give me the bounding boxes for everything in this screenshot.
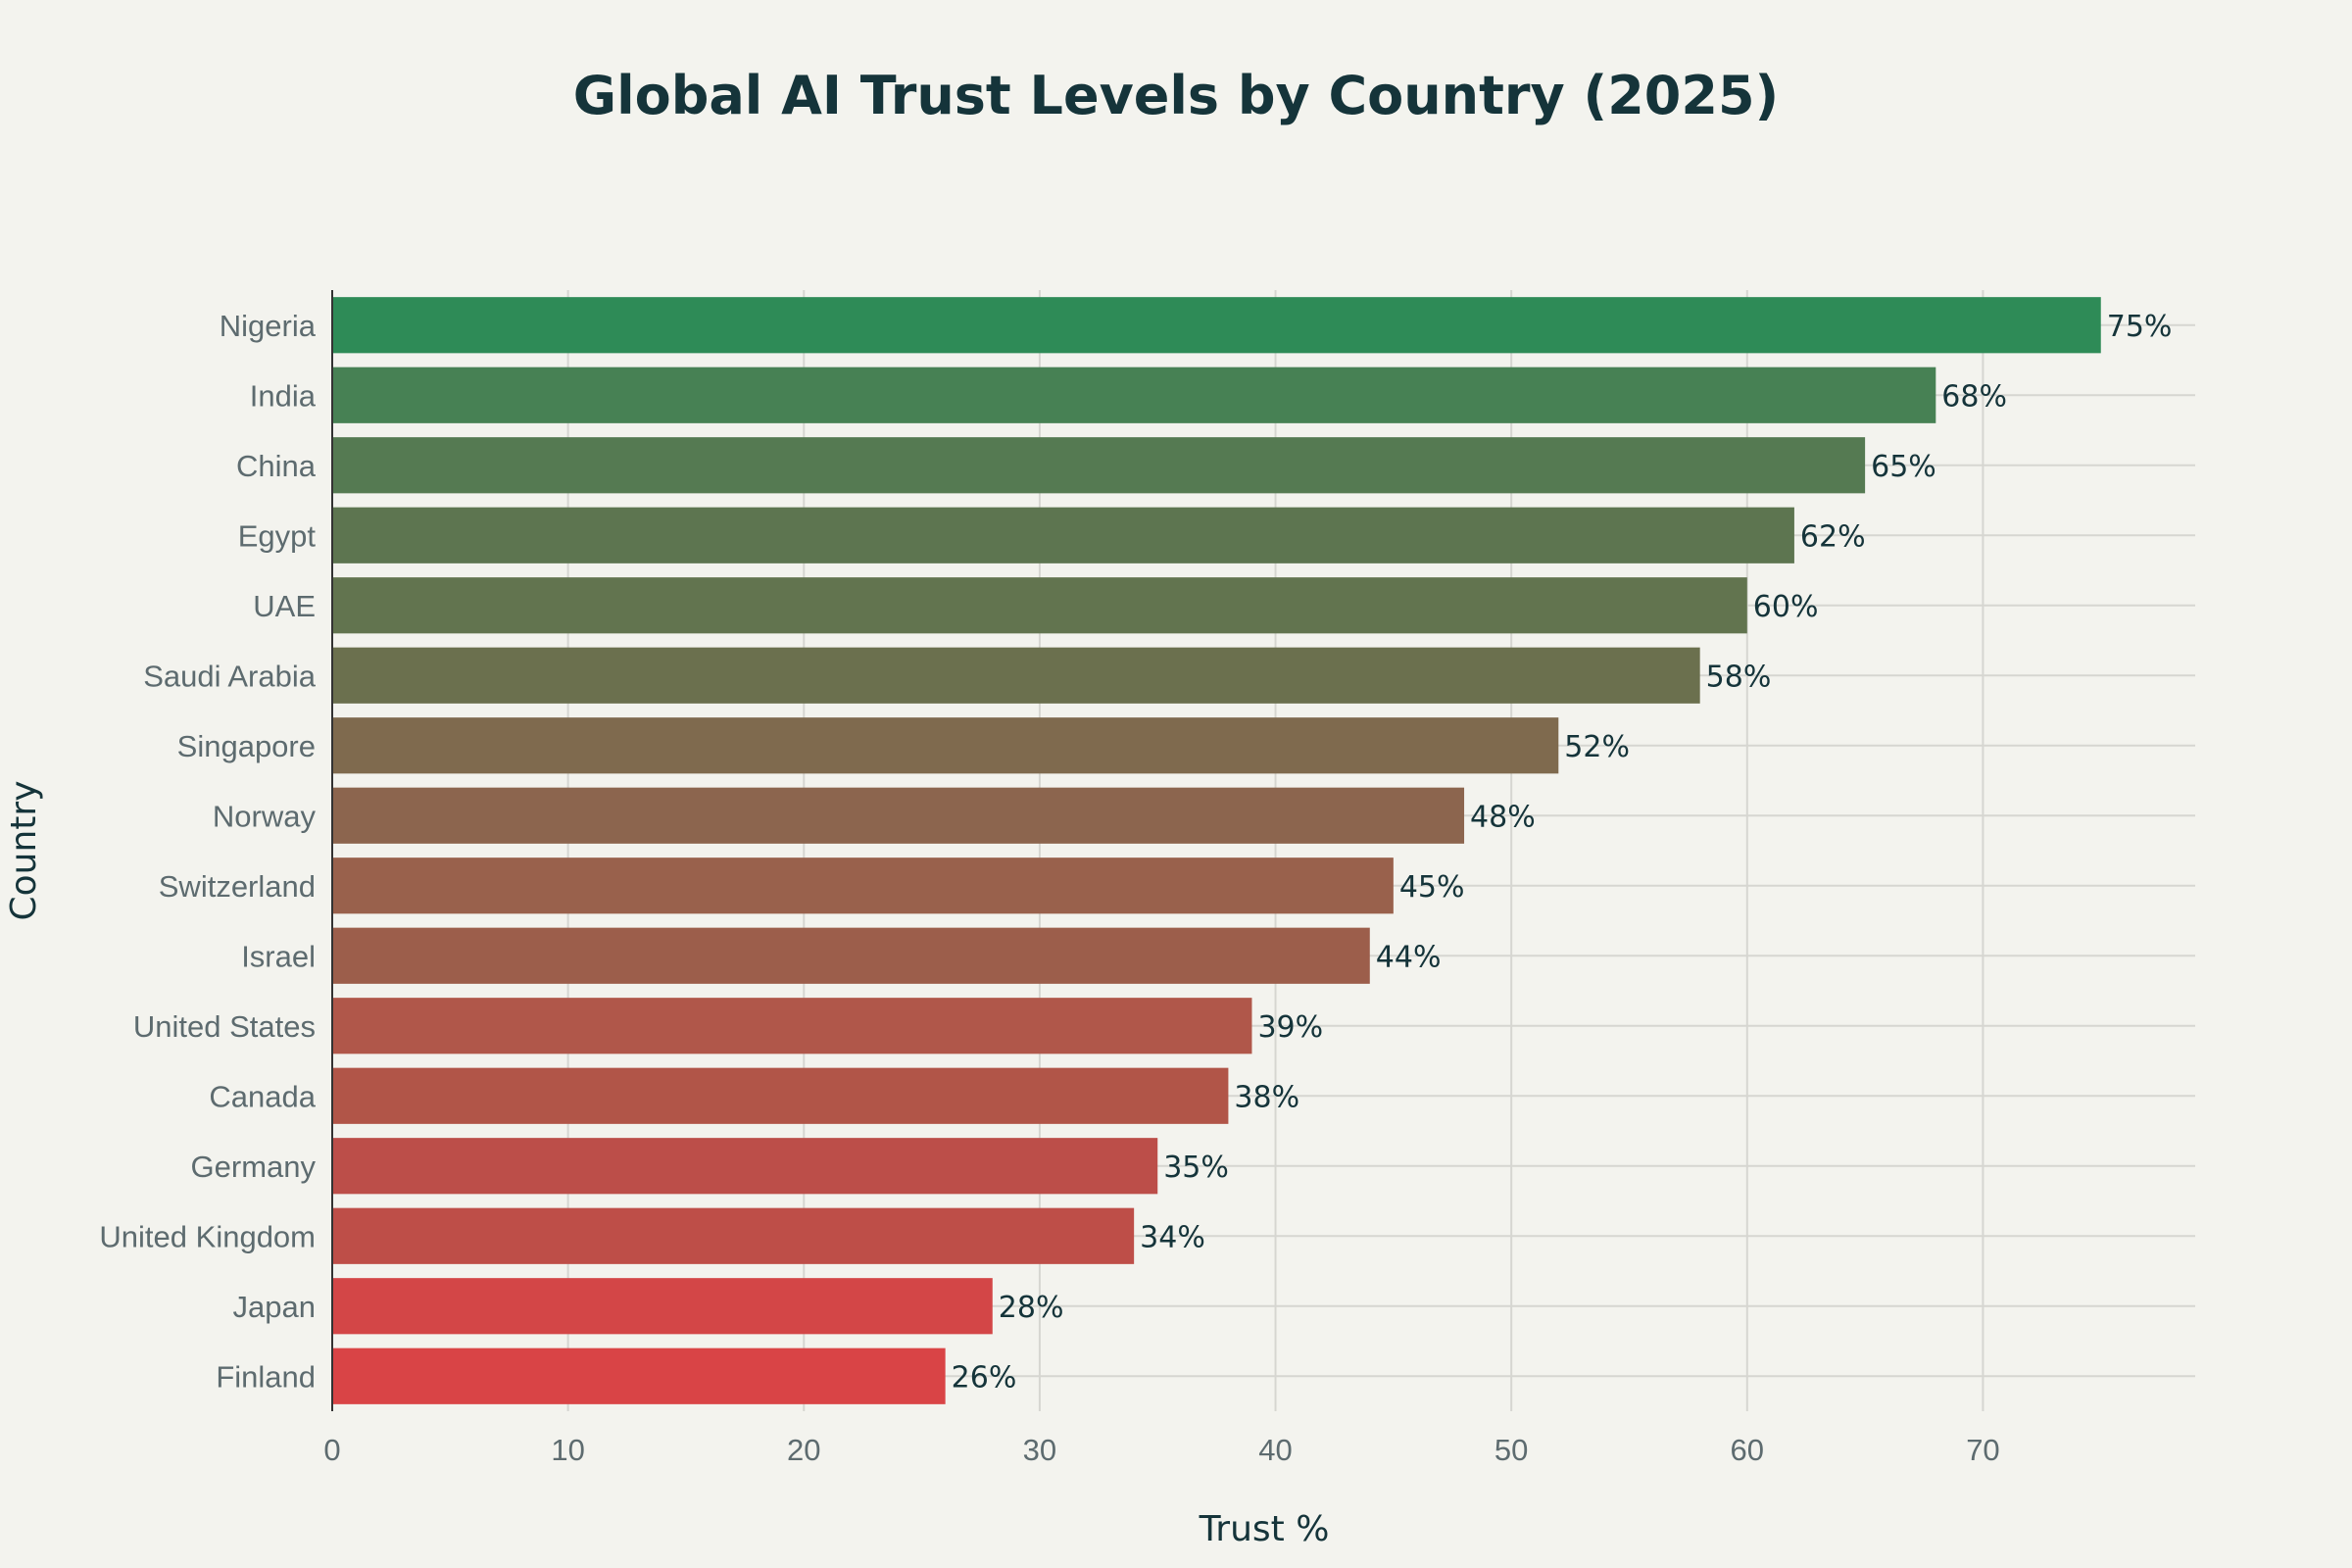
category-label: United States	[133, 1009, 316, 1044]
data-label: 34%	[1140, 1220, 1205, 1254]
bar	[332, 367, 1936, 423]
category-label: Japan	[233, 1290, 316, 1324]
bar	[332, 297, 2101, 354]
x-axis-title: Trust %	[1199, 1509, 1330, 1549]
category-label: India	[250, 378, 317, 413]
bar	[332, 858, 1394, 914]
bar	[332, 1067, 1229, 1124]
x-tick-label: 50	[1494, 1433, 1528, 1467]
data-label: 28%	[999, 1291, 1064, 1325]
x-tick-label: 20	[787, 1433, 820, 1467]
category-label: United Kingdom	[99, 1219, 316, 1253]
category-label: China	[236, 449, 317, 483]
x-tick-label: 10	[551, 1433, 584, 1467]
chart-title: Global AI Trust Levels by Country (2025)	[573, 65, 1779, 126]
category-label: Israel	[241, 939, 316, 973]
data-label: 26%	[952, 1360, 1017, 1395]
bar	[332, 1348, 946, 1404]
category-label: Finland	[216, 1359, 316, 1394]
bar	[332, 717, 1559, 774]
data-label: 52%	[1564, 730, 1630, 764]
x-axis-ticks: 0 10 20 30 40 50 60 70	[323, 1433, 1999, 1467]
x-tick-label: 60	[1731, 1433, 1764, 1467]
bar	[332, 647, 1700, 704]
category-label: Egypt	[238, 518, 317, 553]
data-label: 75%	[2107, 310, 2173, 344]
bar	[332, 787, 1465, 844]
y-axis-title: Country	[4, 780, 44, 920]
data-label: 44%	[1376, 940, 1442, 974]
category-label: Norway	[213, 799, 317, 833]
bar	[332, 577, 1747, 634]
bar	[332, 1278, 993, 1335]
x-tick-label: 30	[1023, 1433, 1056, 1467]
x-tick-label: 0	[323, 1433, 340, 1467]
data-label: 65%	[1871, 450, 1936, 484]
data-label: 60%	[1753, 590, 1819, 624]
data-label: 39%	[1257, 1010, 1323, 1045]
category-label: Germany	[191, 1150, 317, 1184]
x-tick-label: 70	[1966, 1433, 1999, 1467]
bar	[332, 998, 1252, 1054]
category-labels: Nigeria India China Egypt UAE Saudi Arabia Sin…	[99, 309, 316, 1395]
category-label: Switzerland	[159, 869, 316, 904]
data-label: 38%	[1234, 1080, 1299, 1114]
data-label: 58%	[1706, 660, 1772, 694]
category-label: Canada	[209, 1079, 316, 1113]
category-label: Singapore	[177, 729, 316, 763]
data-label: 62%	[1800, 519, 1866, 554]
data-label: 68%	[1941, 379, 2007, 414]
x-tick-label: 40	[1258, 1433, 1292, 1467]
category-label: Saudi Arabia	[143, 659, 317, 693]
category-label: Nigeria	[220, 309, 317, 343]
data-label: 48%	[1470, 800, 1536, 834]
data-label: 45%	[1399, 870, 1465, 905]
bars: 75% 68% 65% 62% 60% 58% 52% 48% 45% 44% 39% 38% 35% 3…	[332, 297, 2172, 1404]
category-label: UAE	[253, 589, 316, 623]
bar	[332, 927, 1370, 984]
bar	[332, 507, 1794, 564]
bar	[332, 1207, 1135, 1264]
data-label: 35%	[1163, 1151, 1229, 1185]
bar	[332, 1138, 1158, 1195]
bar	[332, 437, 1866, 494]
